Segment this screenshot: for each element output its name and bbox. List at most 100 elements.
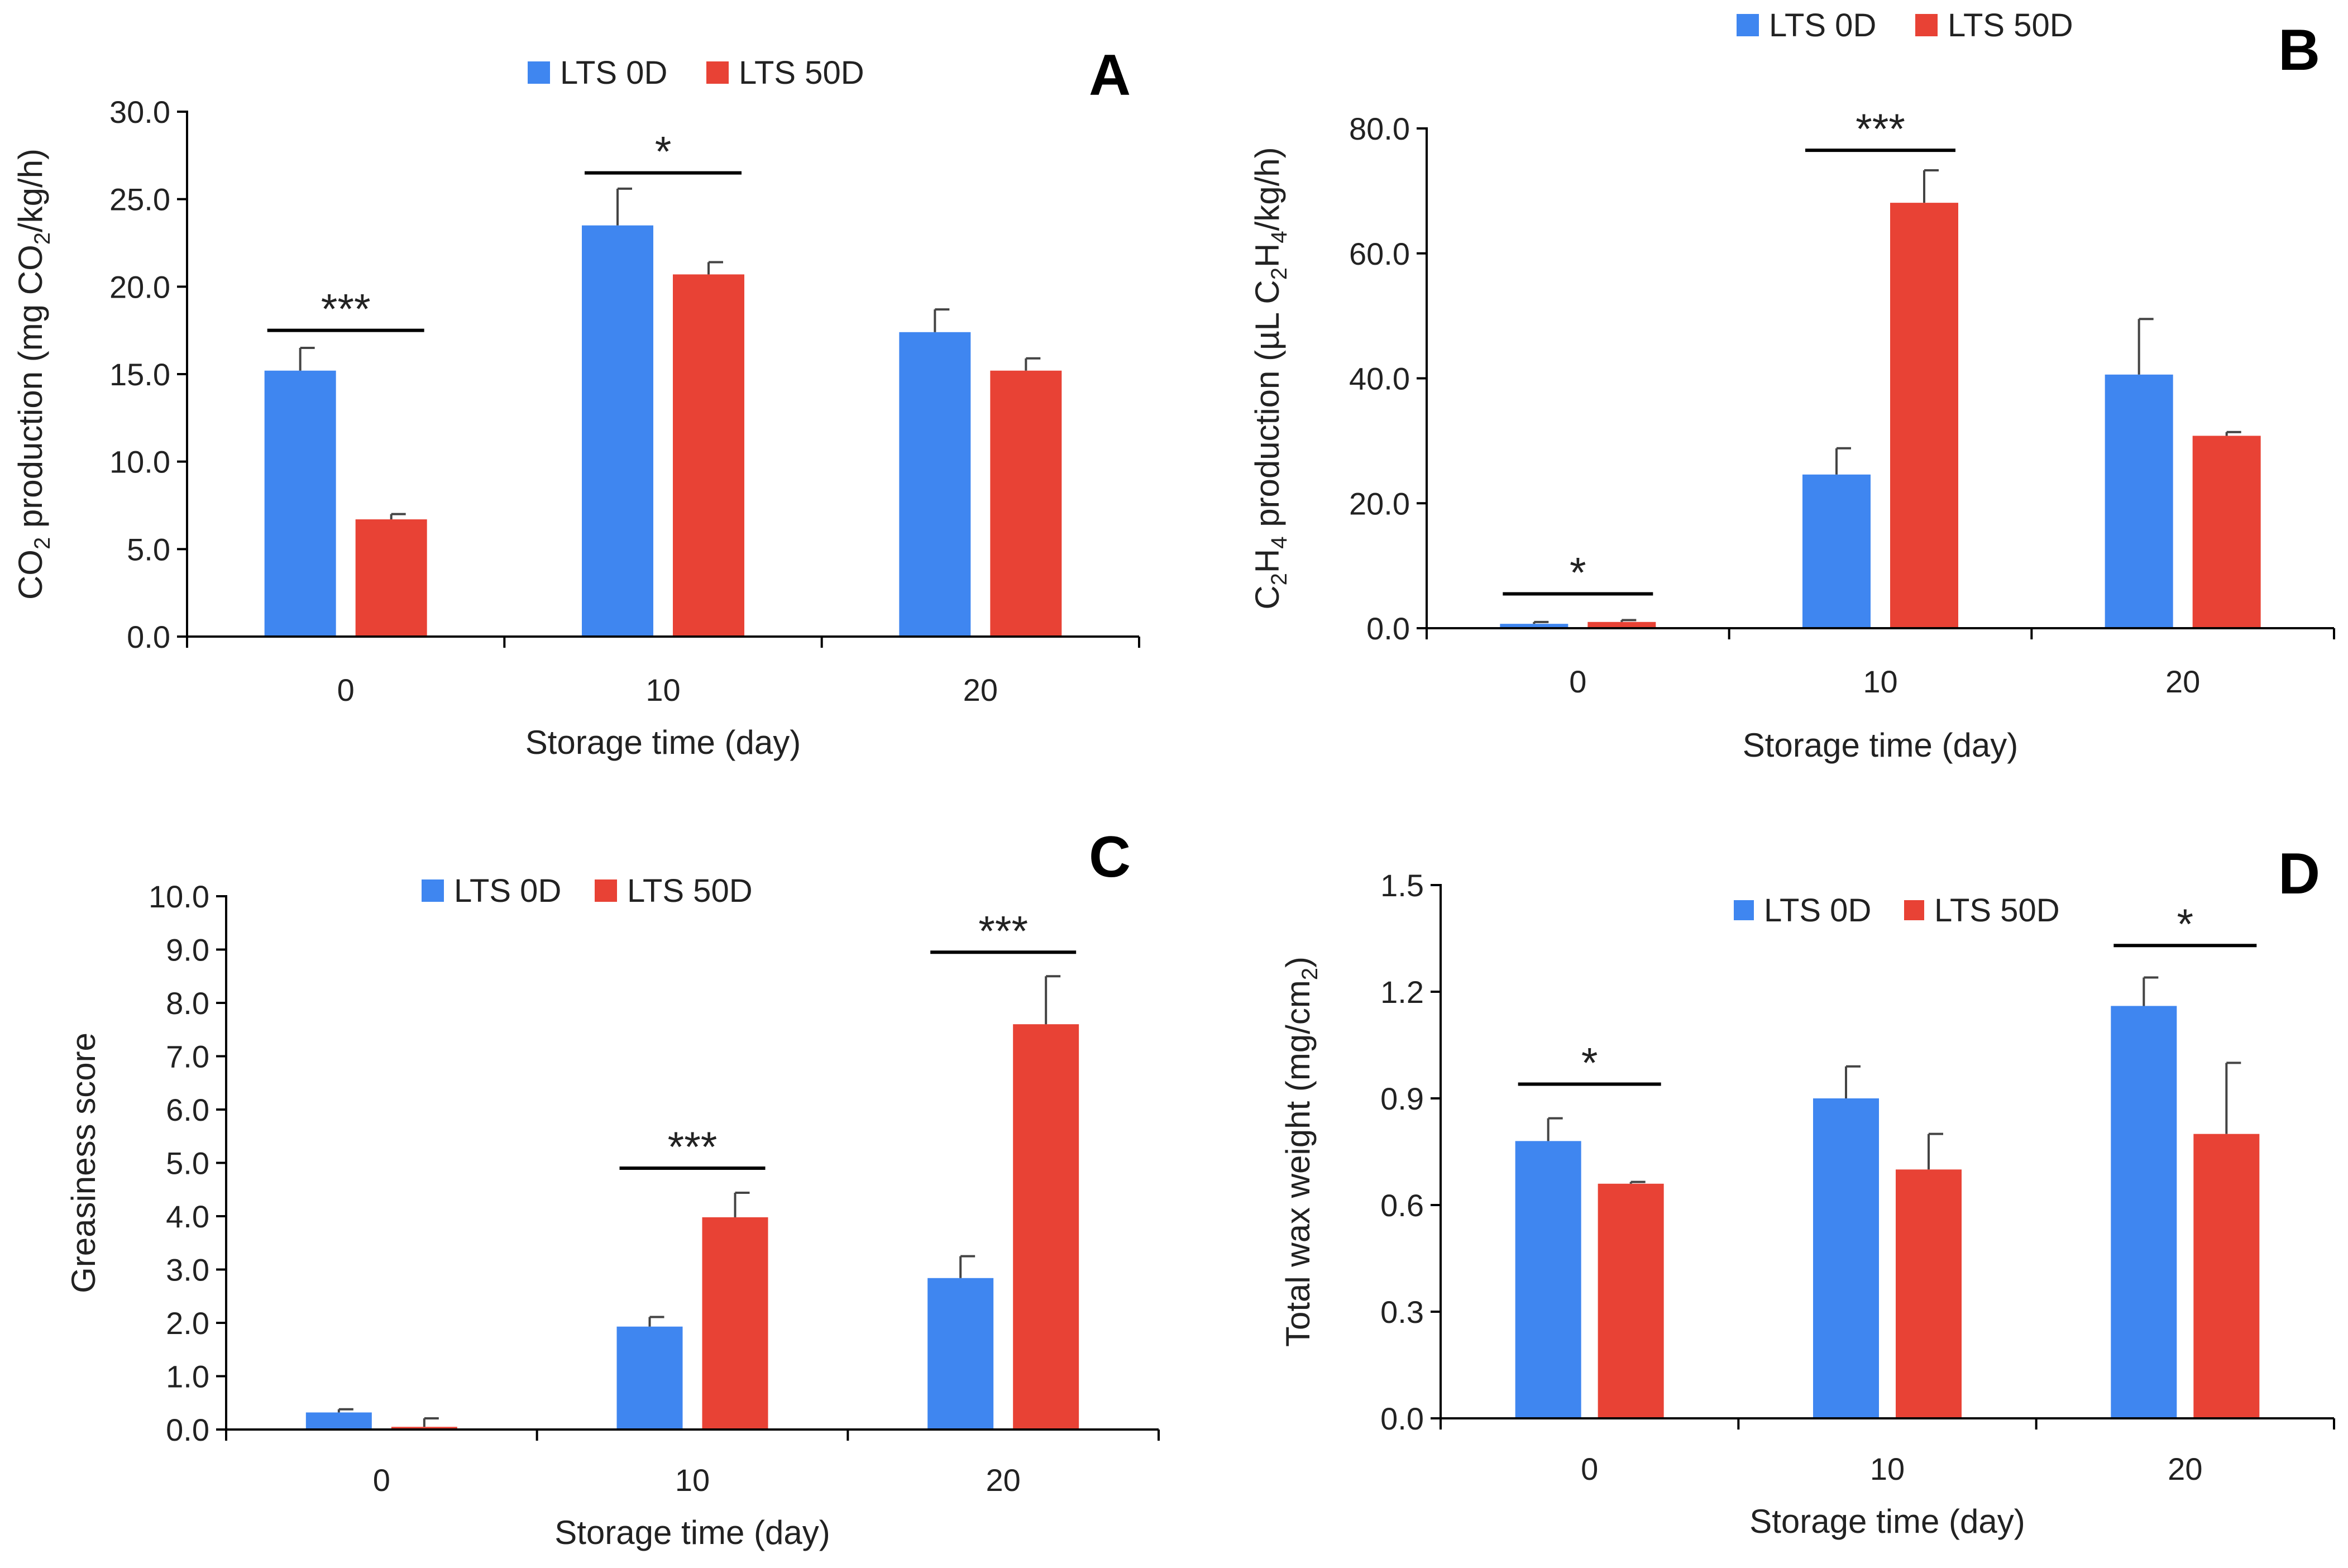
legend-label-lts-0d: LTS 0D: [1769, 7, 1876, 44]
bar-lts-50d: [391, 1427, 457, 1430]
legend-swatch-lts-50d: [706, 61, 729, 84]
panel-letter: A: [1089, 43, 1131, 108]
y-tick-label: 1.2: [1380, 974, 1424, 1010]
panel-letter: B: [2278, 18, 2320, 83]
x-tick-label: 10: [675, 1462, 710, 1498]
y-tick-label: 0.0: [166, 1412, 209, 1447]
y-tick-label: 8.0: [166, 986, 209, 1021]
x-tick-label: 20: [2165, 664, 2200, 699]
bar-lts-0d: [2111, 1006, 2177, 1418]
legend-label-lts-50d: LTS 50D: [739, 55, 864, 91]
bar-lts-50d: [1890, 203, 1958, 629]
y-tick-label: 60.0: [1349, 236, 1410, 271]
x-tick-label: 0: [373, 1462, 390, 1498]
significance-label: *: [655, 128, 672, 176]
y-axis-title: Total wax weight (mg/cm2): [1279, 957, 1322, 1347]
y-tick-label: 30.0: [109, 94, 170, 130]
bar-lts-50d: [2192, 436, 2261, 628]
y-tick-label: 7.0: [166, 1039, 209, 1074]
y-tick-label: 9.0: [166, 933, 209, 968]
legend-label-lts-50d: LTS 50D: [627, 873, 753, 909]
x-tick-label: 0: [1581, 1451, 1598, 1486]
bar-lts-50d: [2193, 1134, 2260, 1418]
y-tick-label: 5.0: [127, 532, 170, 567]
y-tick-label: 0.3: [1380, 1294, 1424, 1330]
bar-lts-50d: [702, 1217, 768, 1430]
bar-lts-50d: [1598, 1183, 1664, 1418]
y-tick-label: 5.0: [166, 1146, 209, 1181]
bar-lts-0d: [899, 332, 971, 637]
bar-lts-0d: [2105, 374, 2173, 628]
y-axis-title-part: /kg/h): [12, 149, 49, 232]
legend-swatch-lts-0d: [422, 879, 444, 902]
panel-b: 0.0 20.0 40.0 60.0 80.0 0 10 20 Storage time (da…: [1249, 7, 2335, 764]
x-tick-label: 20: [986, 1462, 1021, 1498]
x-tick-label: 0: [337, 672, 355, 707]
legend-label-lts-50d: LTS 50D: [1948, 7, 2073, 44]
y-axis-title-part: H: [1249, 243, 1286, 267]
legend-swatch-lts-0d: [1737, 14, 1759, 36]
bar-lts-0d: [1813, 1098, 1879, 1418]
panel-d: 0.0 0.3 0.6 0.9 1.2 1.5 0 10 20 Storage time (day…: [1279, 842, 2335, 1540]
significance-label: *: [2177, 901, 2194, 948]
y-tick-label: 4.0: [166, 1199, 209, 1234]
y-axis-title: CO2 production (mg CO2/kg/h): [12, 149, 55, 600]
bar-lts-0d: [264, 370, 336, 637]
y-tick-label: 15.0: [109, 357, 170, 392]
y-tick-label: 0.0: [1366, 611, 1410, 646]
legend-label-lts-0d: LTS 0D: [454, 873, 561, 909]
y-axis-title-part: CO: [12, 549, 49, 600]
bar-lts-0d: [1515, 1141, 1581, 1418]
y-tick-label: 20.0: [109, 269, 170, 304]
y-tick-label: 0.6: [1380, 1188, 1424, 1223]
legend-label-lts-0d: LTS 0D: [1764, 892, 1871, 929]
bar-lts-0d: [1802, 474, 1871, 628]
y-axis-title-subscript: 2: [1298, 968, 1322, 980]
panel-c: 0.0 1.0 2.0 3.0 4.0 5.0 6.0 7.0 8.0 9.0 10.0 0 10 20 S…: [65, 825, 1160, 1551]
y-axis-title-part: H: [1249, 549, 1286, 573]
y-axis-title-part: /kg/h): [1249, 147, 1286, 231]
bar-lts-0d: [927, 1278, 994, 1430]
y-axis-title-part: production (mg CO: [12, 245, 49, 537]
y-axis-title-part: production (µL C: [1249, 280, 1286, 536]
x-tick-label: 10: [1870, 1451, 1905, 1486]
y-tick-label: 0.0: [127, 619, 170, 654]
bar-lts-50d: [990, 370, 1062, 637]
bar-lts-50d: [673, 274, 744, 637]
y-axis-title: Greasiness score: [65, 1032, 102, 1293]
legend-label-lts-0d: LTS 0D: [560, 55, 667, 91]
y-axis-title-part: ): [1279, 957, 1317, 968]
x-tick-label: 10: [645, 672, 680, 707]
y-tick-label: 10.0: [149, 879, 209, 914]
bar-lts-50d: [1013, 1024, 1079, 1430]
bar-lts-0d: [616, 1326, 683, 1430]
significance-label: *: [1581, 1040, 1598, 1087]
panel-letter: C: [1089, 825, 1131, 890]
y-axis-title-subscript: 2: [30, 232, 55, 245]
x-tick-label: 20: [963, 672, 998, 707]
y-tick-label: 80.0: [1349, 111, 1410, 146]
bar-lts-0d: [305, 1412, 372, 1430]
x-axis-title: Storage time (day): [1749, 1503, 2025, 1540]
bar-lts-0d: [1500, 624, 1568, 628]
x-tick-label: 10: [1863, 664, 1897, 699]
y-tick-label: 1.5: [1380, 868, 1424, 903]
y-tick-label: 3.0: [166, 1253, 209, 1288]
y-axis-title-part: C: [1249, 585, 1286, 609]
x-tick-label: 20: [2168, 1451, 2202, 1486]
x-axis-title: Storage time (day): [554, 1514, 830, 1551]
y-tick-label: 0.9: [1380, 1081, 1424, 1116]
y-axis-title-subscript: 4: [1267, 231, 1292, 243]
y-tick-label: 10.0: [109, 444, 170, 480]
y-axis-title-subscript: 2: [1267, 573, 1292, 585]
y-axis-title-part: Greasiness score: [65, 1032, 102, 1293]
significance-label: ***: [321, 286, 371, 333]
bar-lts-50d: [1587, 622, 1656, 628]
significance-label: ***: [1856, 106, 1905, 153]
panel-letter: D: [2278, 842, 2320, 906]
y-axis-title-subscript: 2: [30, 537, 55, 549]
y-axis-title: C2H4 production (µL C2H4/kg/h): [1249, 147, 1292, 609]
bar-lts-50d: [1896, 1169, 1962, 1418]
bar-lts-0d: [582, 225, 653, 637]
y-tick-label: 40.0: [1349, 361, 1410, 396]
